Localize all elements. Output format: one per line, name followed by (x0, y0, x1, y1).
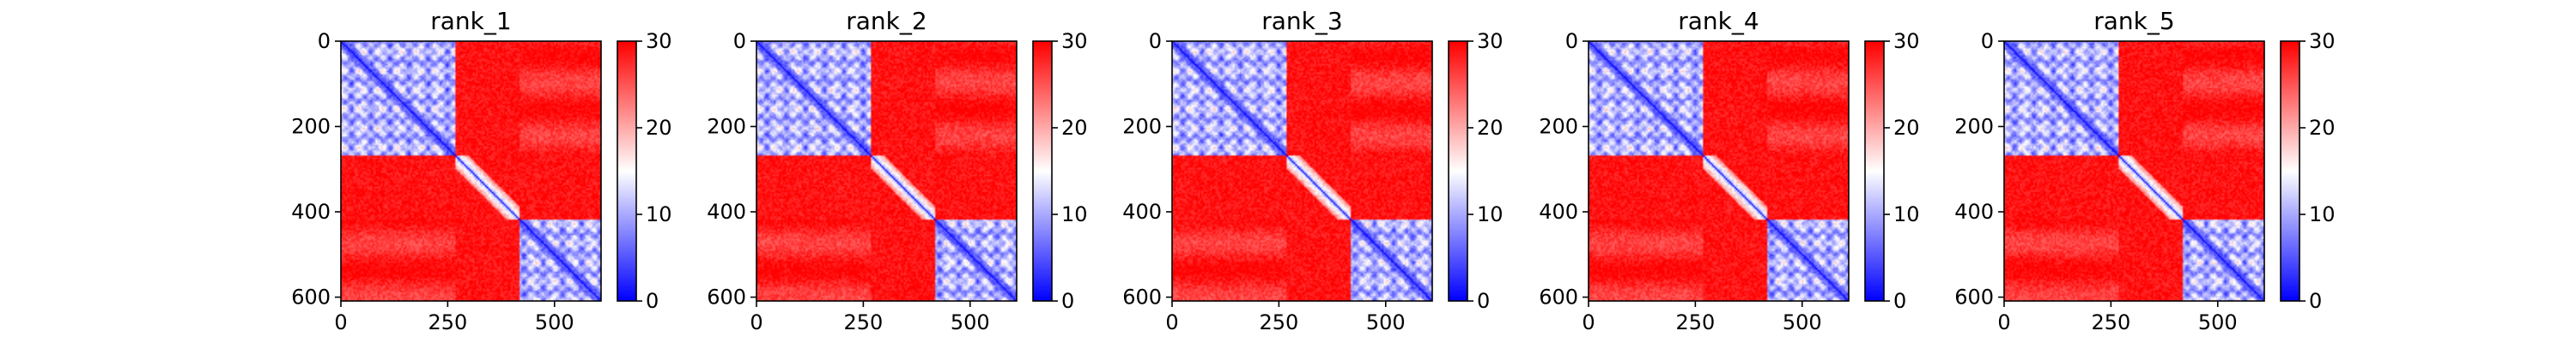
colorbar-tick-label: 0 (1061, 289, 1074, 313)
axis-frame (340, 40, 602, 302)
x-tick-label: 500 (1783, 310, 1822, 334)
axis-frame (756, 40, 1018, 302)
axis-frame (2003, 40, 2265, 302)
colorbar-tick-label: 10 (646, 202, 672, 226)
colorbar-frame (617, 40, 637, 302)
x-tick-label: 250 (428, 310, 467, 334)
colorbar-frame (1032, 40, 1053, 302)
y-tick-label: 0 (1149, 29, 1162, 53)
colorbar-tick-label: 30 (1477, 29, 1504, 53)
colorbar-tick-label: 10 (1477, 202, 1504, 226)
y-tick-label: 600 (1122, 286, 1162, 310)
y-tick-label: 0 (1565, 29, 1578, 53)
x-tick-label: 500 (1366, 310, 1406, 334)
y-tick-label: 600 (291, 286, 331, 310)
panel-title: rank_1 (430, 7, 511, 35)
heatmap-image (2004, 41, 2264, 301)
colorbar-tick-label: 30 (2309, 29, 2336, 53)
panel-title: rank_5 (2093, 7, 2174, 35)
colorbar-tick-label: 20 (2309, 116, 2336, 140)
y-tick-label: 600 (707, 286, 746, 310)
y-tick-label: 400 (1122, 200, 1162, 224)
panel-title: rank_2 (846, 7, 927, 35)
heatmap-image (756, 41, 1017, 301)
colorbar-tick-label: 30 (1893, 29, 1920, 53)
x-tick-label: 0 (334, 310, 347, 334)
x-tick-label: 0 (1582, 310, 1595, 334)
colorbar (617, 41, 636, 301)
colorbar-frame (1864, 40, 1885, 302)
panel-title: rank_3 (1261, 7, 1342, 35)
colorbar-tick-label: 30 (646, 29, 672, 53)
y-tick-label: 400 (1954, 200, 1994, 224)
colorbar-tick-label: 0 (1893, 289, 1906, 313)
colorbar-tick-label: 20 (1061, 116, 1088, 140)
heatmap-image (1172, 41, 1432, 301)
y-tick-label: 200 (291, 115, 331, 139)
y-tick-label: 0 (318, 29, 331, 53)
colorbar-tick-label: 20 (646, 116, 672, 140)
heatmap-image (341, 41, 601, 301)
x-tick-label: 500 (951, 310, 990, 334)
axis-frame (1171, 40, 1433, 302)
x-tick-label: 0 (1997, 310, 2010, 334)
x-tick-label: 0 (1165, 310, 1178, 334)
x-tick-label: 250 (2091, 310, 2130, 334)
y-tick-label: 400 (707, 200, 746, 224)
colorbar-tick-label: 10 (2309, 202, 2336, 226)
panel-title: rank_4 (1678, 7, 1759, 35)
y-tick-label: 400 (291, 200, 331, 224)
colorbar (2281, 41, 2300, 301)
x-tick-label: 250 (843, 310, 883, 334)
colorbar-frame (1448, 40, 1468, 302)
colorbar-tick-label: 10 (1893, 202, 1920, 226)
colorbar-frame (2280, 40, 2300, 302)
x-tick-label: 500 (535, 310, 574, 334)
colorbar (1449, 41, 1467, 301)
y-tick-label: 200 (1539, 115, 1578, 139)
y-tick-label: 200 (707, 115, 746, 139)
colorbar-tick-label: 30 (1061, 29, 1088, 53)
colorbar-tick-label: 0 (1477, 289, 1490, 313)
x-tick-label: 250 (1259, 310, 1298, 334)
axis-frame (1588, 40, 1850, 302)
x-tick-label: 250 (1675, 310, 1715, 334)
colorbar-tick-label: 20 (1477, 116, 1504, 140)
y-tick-label: 200 (1122, 115, 1162, 139)
heatmap-image (1589, 41, 1849, 301)
colorbar (1865, 41, 1884, 301)
colorbar-tick-label: 10 (1061, 202, 1088, 226)
colorbar-tick-label: 0 (2309, 289, 2322, 313)
colorbar-tick-label: 20 (1893, 116, 1920, 140)
y-tick-label: 0 (733, 29, 746, 53)
y-tick-label: 0 (1981, 29, 1994, 53)
colorbar-tick-label: 0 (646, 289, 659, 313)
y-tick-label: 400 (1539, 200, 1578, 224)
x-tick-label: 0 (750, 310, 762, 334)
colorbar (1033, 41, 1052, 301)
y-tick-label: 200 (1954, 115, 1994, 139)
y-tick-label: 600 (1954, 286, 1994, 310)
y-tick-label: 600 (1539, 286, 1578, 310)
x-tick-label: 500 (2198, 310, 2238, 334)
